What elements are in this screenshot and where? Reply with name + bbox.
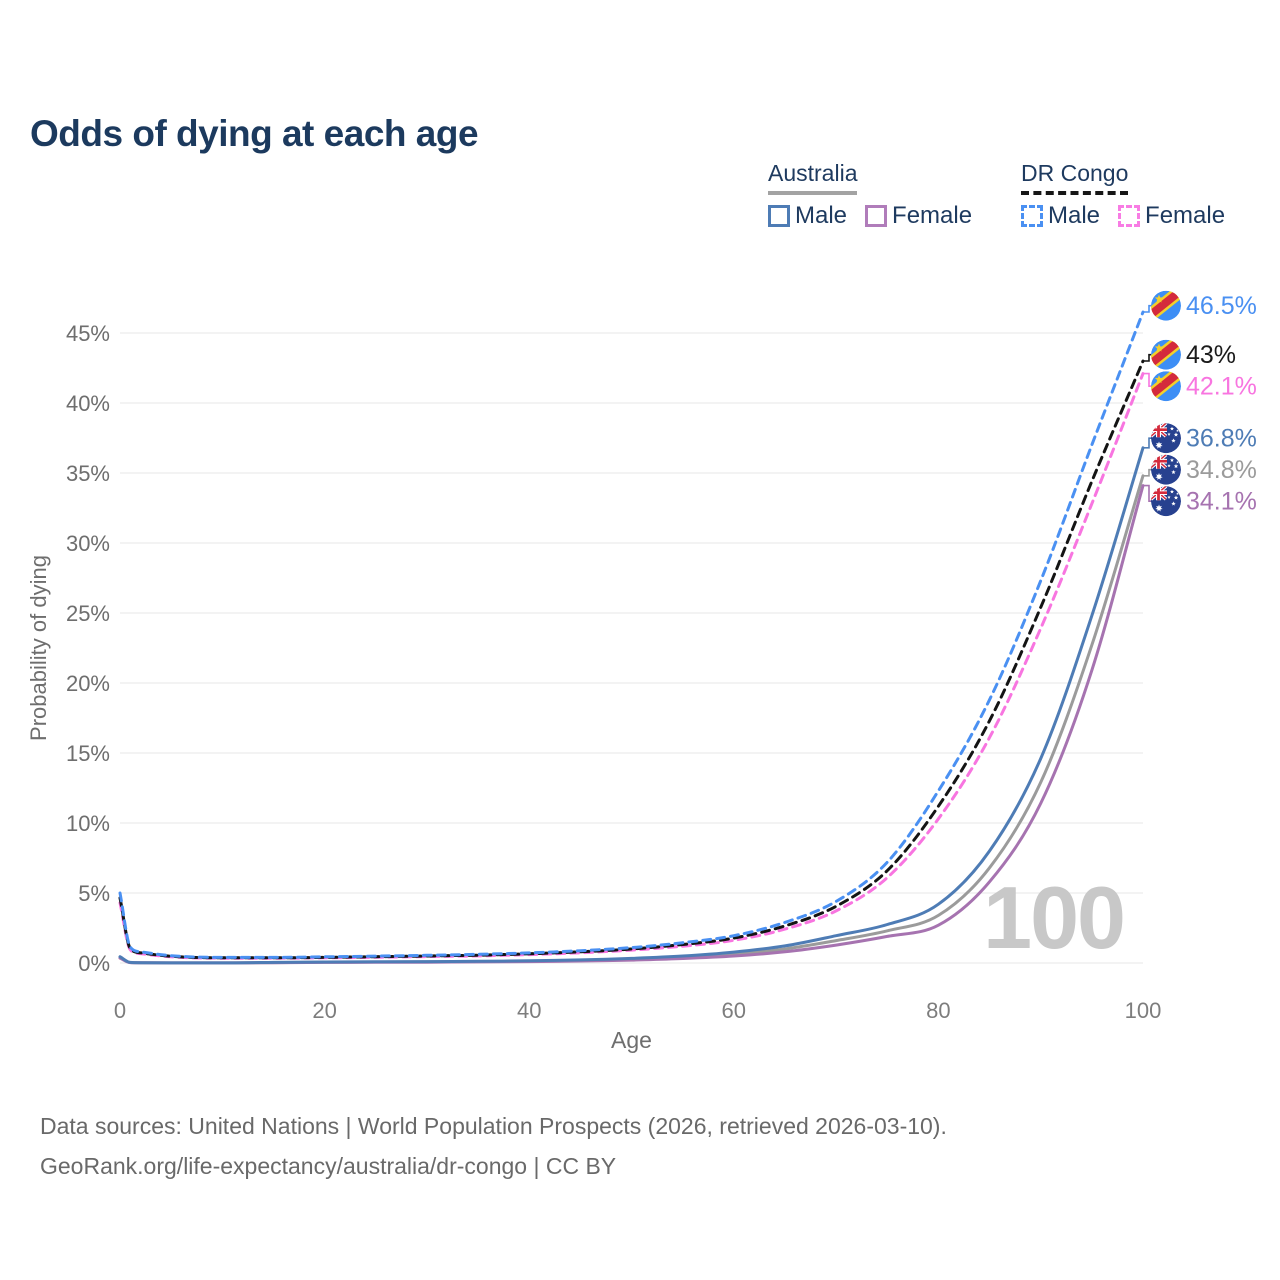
australia-male-swatch: [768, 204, 790, 227]
end-label-value: 43%: [1186, 341, 1236, 369]
legend-group-title-australia: Australia: [768, 160, 858, 195]
dr-congo-female-swatch: [1118, 204, 1141, 227]
x-tick-label: 60: [722, 998, 746, 1023]
end-label-value: 42.1%: [1186, 373, 1257, 401]
footer: Data sources: United Nations | World Pop…: [40, 1106, 947, 1186]
series-line-dr-congo-male: [118, 310, 1145, 959]
x-tick-label: 0: [114, 998, 126, 1023]
age-watermark: 100: [983, 868, 1124, 967]
y-tick-label: 40%: [66, 391, 110, 416]
y-tick-label: 35%: [66, 461, 110, 486]
end-label-value: 36.8%: [1186, 425, 1257, 453]
australia-flag-icon: [1151, 423, 1181, 454]
x-tick-label: 80: [926, 998, 950, 1023]
series-end-label-dr-congo-male: [1151, 290, 1181, 321]
australia-flag-icon: [1151, 454, 1181, 485]
dr-congo-male-swatch: [1021, 204, 1043, 227]
x-axis-title: Age: [611, 1027, 652, 1053]
end-label-value: 34.8%: [1186, 456, 1257, 484]
australia-female-swatch: [865, 204, 888, 227]
series-end-label-dr-congo-female: [1151, 371, 1181, 402]
series-line-australia-male: [118, 446, 1145, 965]
y-tick-label: 10%: [66, 811, 110, 836]
y-tick-label: 30%: [66, 531, 110, 556]
end-label-value: 34.1%: [1186, 488, 1257, 516]
y-axis-title: Probability of dying: [26, 555, 51, 741]
end-label-value: 46.5%: [1186, 292, 1257, 320]
series-end-label-australia-male: [1151, 423, 1181, 454]
legend-item-dr-congo-male[interactable]: Male: [1021, 201, 1101, 229]
legend-group-title-dr-congo: DR Congo: [1021, 160, 1129, 195]
dr-congo-flag-icon: [1151, 371, 1181, 402]
y-tick-label: 45%: [66, 321, 110, 346]
legend-item-label: Female: [892, 201, 973, 229]
x-tick-label: 40: [517, 998, 541, 1023]
legend-item-label: Male: [1048, 201, 1101, 229]
legend-group-australia: Australia Male Female: [768, 160, 972, 228]
legend-item-australia-female[interactable]: Female: [865, 201, 973, 229]
x-tick-label: 20: [312, 998, 336, 1023]
series-end-label-australia-both: [1151, 454, 1181, 485]
australia-flag-icon: [1151, 486, 1181, 517]
y-tick-label: 0%: [78, 951, 110, 976]
attribution-line: GeoRank.org/life-expectancy/australia/dr…: [40, 1153, 617, 1179]
y-tick-label: 25%: [66, 601, 110, 626]
series-end-label-australia-female: [1151, 486, 1181, 517]
x-tick-label: 100: [1125, 998, 1162, 1023]
legend-item-australia-male[interactable]: Male: [768, 201, 848, 229]
dr-congo-flag-icon: [1151, 290, 1181, 321]
y-tick-label: 15%: [66, 741, 110, 766]
legend-group-dr-congo: DR Congo Male Female: [1021, 160, 1225, 228]
chart-svg: 0% 5% 10% 15% 20% 25% 30% 35% 40% 45% 0 20 40 60 80 100…: [26, 290, 1257, 1053]
series-end-label-dr-congo-both: [1151, 339, 1181, 370]
y-tick-label: 5%: [78, 881, 110, 906]
page-title: Odds of dying at each age: [30, 112, 479, 154]
legend-item-label: Female: [1145, 201, 1226, 229]
legend-item-dr-congo-female[interactable]: Female: [1118, 201, 1226, 229]
y-tick-label: 20%: [66, 671, 110, 696]
legend-item-label: Male: [795, 201, 848, 229]
data-sources-line: Data sources: United Nations | World Pop…: [40, 1113, 947, 1139]
dr-congo-flag-icon: [1151, 339, 1181, 370]
line-chart: 0% 5% 10% 15% 20% 25% 30% 35% 40% 45% 0 20 40 60 80 100…: [0, 280, 1280, 1090]
